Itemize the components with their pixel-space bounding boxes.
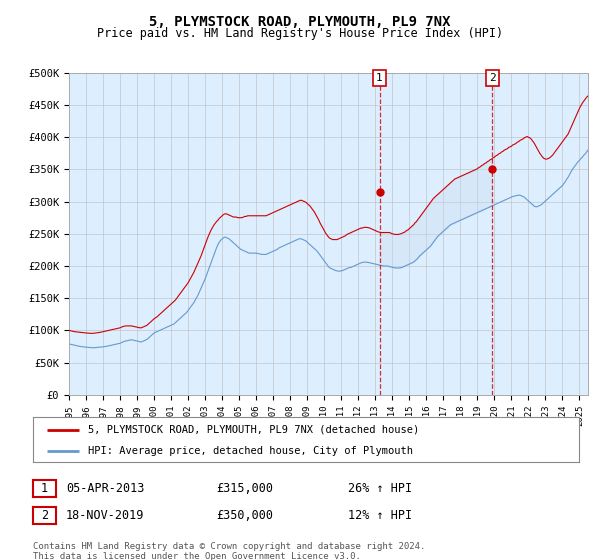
Text: £350,000: £350,000 [216, 508, 273, 522]
Text: HPI: Average price, detached house, City of Plymouth: HPI: Average price, detached house, City… [88, 446, 413, 456]
Text: Price paid vs. HM Land Registry's House Price Index (HPI): Price paid vs. HM Land Registry's House … [97, 27, 503, 40]
Text: 2: 2 [489, 73, 496, 83]
Text: 12% ↑ HPI: 12% ↑ HPI [348, 508, 412, 522]
Text: 5, PLYMSTOCK ROAD, PLYMOUTH, PL9 7NX (detached house): 5, PLYMSTOCK ROAD, PLYMOUTH, PL9 7NX (de… [88, 424, 419, 435]
Text: 18-NOV-2019: 18-NOV-2019 [66, 508, 145, 522]
Text: 26% ↑ HPI: 26% ↑ HPI [348, 482, 412, 495]
Text: 05-APR-2013: 05-APR-2013 [66, 482, 145, 495]
Text: 5, PLYMSTOCK ROAD, PLYMOUTH, PL9 7NX: 5, PLYMSTOCK ROAD, PLYMOUTH, PL9 7NX [149, 15, 451, 29]
Text: £315,000: £315,000 [216, 482, 273, 495]
Text: Contains HM Land Registry data © Crown copyright and database right 2024.
This d: Contains HM Land Registry data © Crown c… [33, 542, 425, 560]
Text: 2: 2 [41, 508, 48, 522]
Text: 1: 1 [376, 73, 383, 83]
Text: 1: 1 [41, 482, 48, 495]
